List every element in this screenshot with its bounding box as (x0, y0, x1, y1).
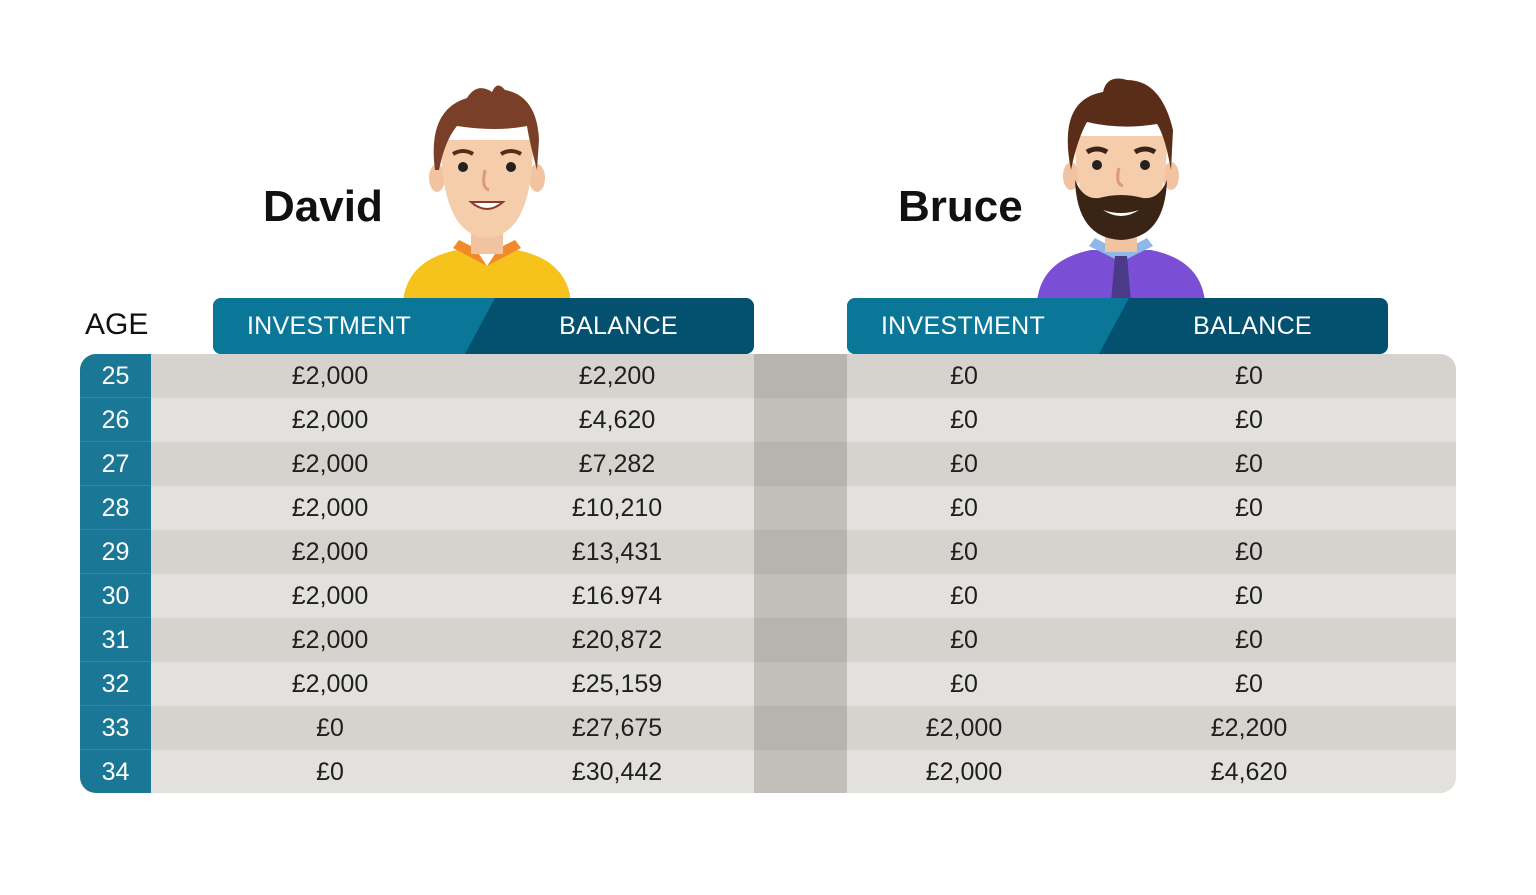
david-investment-cell: £2,000 (291, 582, 369, 610)
bruce-investment-cell: £2,000 (925, 758, 1003, 786)
bruce-balance-cell: £0 (1235, 626, 1263, 654)
david-investment-cell: £0 (316, 714, 344, 742)
age-cell: 29 (80, 530, 151, 574)
david-balance-cell: £7,282 (578, 450, 656, 478)
david-balance-header: BALANCE (559, 312, 678, 340)
david-header-bg (213, 298, 754, 354)
age-cell: 27 (80, 442, 151, 486)
separator-stripe (754, 574, 847, 618)
age-cell: 25 (80, 354, 151, 398)
david-balance-cell: £2,200 (578, 362, 656, 390)
bruce-investment-cell: £0 (950, 582, 978, 610)
bruce-investment-cell: £0 (950, 670, 978, 698)
bruce-balance-cell: £0 (1235, 582, 1263, 610)
bruce-investment-cell: £0 (950, 362, 978, 390)
bruce-investment-cell: £0 (950, 406, 978, 434)
separator-stripe (754, 750, 847, 793)
separator-stripe (754, 706, 847, 750)
bruce-investment-cell: £0 (950, 494, 978, 522)
bruce-balance-cell: £0 (1235, 406, 1263, 434)
bruce-header: INVESTMENT BALANCE (847, 298, 1388, 354)
david-investment-cell: £2,000 (291, 406, 369, 434)
david-balance-cell: £27,675 (571, 714, 663, 742)
bruce-balance-cell: £2,200 (1210, 714, 1288, 742)
age-cell: 28 (80, 486, 151, 530)
data-table: 25 £2,000 £2,200 £0 £0 26 £2,000 £4,620 £0 £0 27 £2… (80, 354, 1456, 793)
david-investment-cell: £2,000 (291, 450, 369, 478)
bruce-balance-cell: £0 (1235, 362, 1263, 390)
bruce-balance-cell: £0 (1235, 494, 1263, 522)
bruce-avatar (1031, 70, 1211, 302)
bruce-investment-cell: £2,000 (925, 714, 1003, 742)
age-cell: 26 (80, 398, 151, 442)
david-investment-header: INVESTMENT (246, 312, 412, 340)
bruce-header-bg (847, 298, 1388, 354)
david-balance-cell: £4,620 (578, 406, 656, 434)
age-cell: 31 (80, 618, 151, 662)
age-cell: 34 (80, 750, 151, 793)
david-balance-cell: £13,431 (571, 538, 663, 566)
bruce-name: Bruce (898, 182, 1023, 231)
bruce-investment-cell: £0 (950, 626, 978, 654)
david-investment-cell: £2,000 (291, 670, 369, 698)
bruce-investment-cell: £0 (950, 538, 978, 566)
separator-stripe (754, 486, 847, 530)
group-separator (754, 354, 847, 793)
bruce-investment-cell: £0 (950, 450, 978, 478)
age-cell: 33 (80, 706, 151, 750)
david-avatar (397, 70, 577, 302)
david-balance-cell: £25,159 (571, 670, 663, 698)
david-investment-cell: £2,000 (291, 494, 369, 522)
age-cell: 32 (80, 662, 151, 706)
david-investment-cell: £2,000 (291, 538, 369, 566)
separator-stripe (754, 442, 847, 486)
bruce-balance-cell: £0 (1235, 450, 1263, 478)
bruce-balance-cell: £4,620 (1210, 758, 1288, 786)
separator-stripe (754, 618, 847, 662)
bruce-balance-cell: £0 (1235, 538, 1263, 566)
david-header: INVESTMENT BALANCE (213, 298, 754, 354)
david-balance-cell: £30,442 (571, 758, 663, 786)
bruce-balance-cell: £0 (1235, 670, 1263, 698)
separator-stripe (754, 530, 847, 574)
separator-stripe (754, 354, 847, 398)
age-cell: 30 (80, 574, 151, 618)
bruce-investment-header: INVESTMENT (880, 312, 1046, 340)
table-row: 30 £2,000 £16.974 £0 £0 (80, 574, 1456, 618)
david-balance-cell: £16.974 (571, 582, 663, 610)
david-name: David (263, 182, 383, 231)
david-balance-cell: £10,210 (571, 494, 663, 522)
david-investment-cell: £0 (316, 758, 344, 786)
separator-stripe (754, 662, 847, 706)
separator-stripe (754, 398, 847, 442)
age-column-label: AGE (85, 308, 149, 341)
bruce-balance-header: BALANCE (1193, 312, 1312, 340)
david-balance-cell: £20,872 (571, 626, 663, 654)
david-investment-cell: £2,000 (291, 362, 369, 390)
david-investment-cell: £2,000 (291, 626, 369, 654)
